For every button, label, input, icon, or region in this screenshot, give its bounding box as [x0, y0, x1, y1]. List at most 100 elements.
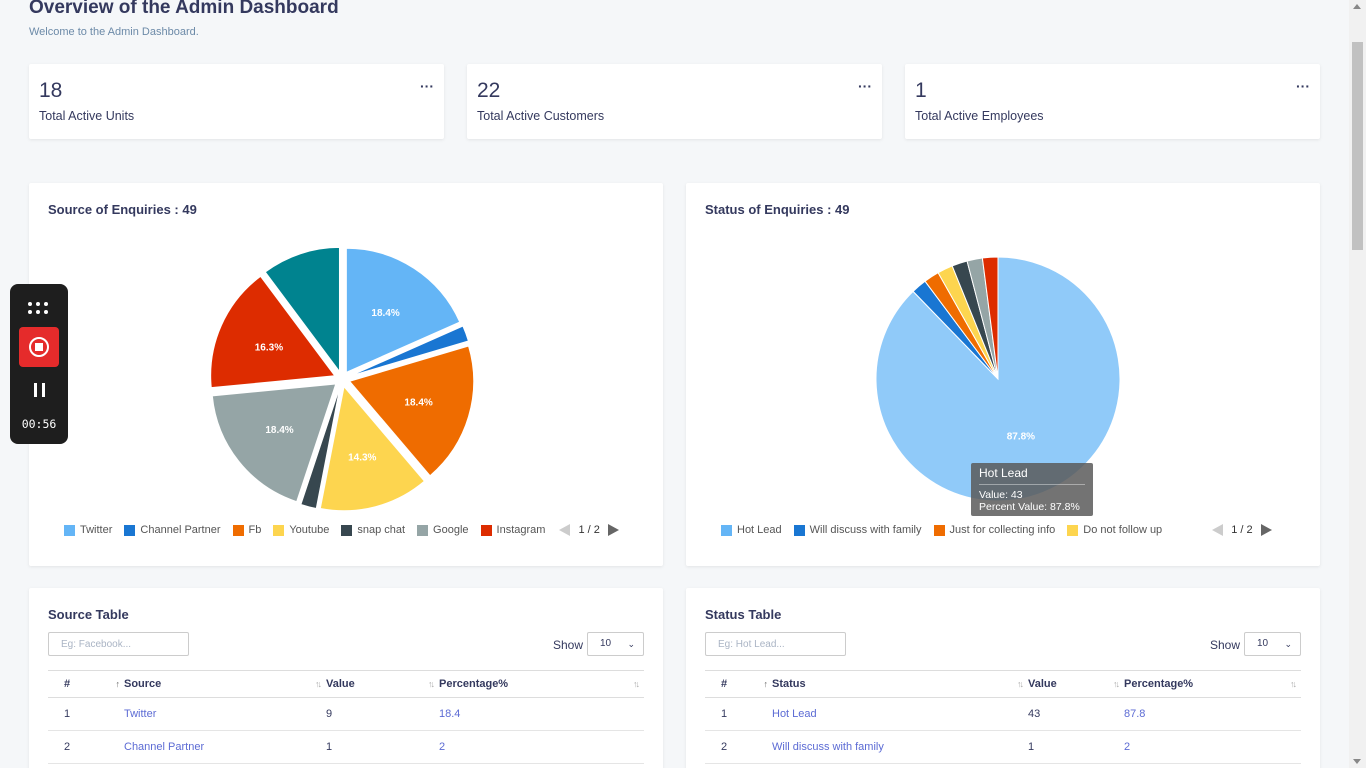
percentage-link[interactable]: 87.8	[1124, 708, 1146, 720]
legend-item-youtube[interactable]: Youtube	[273, 524, 329, 536]
cell-index: 2	[48, 730, 124, 764]
source-link[interactable]: Twitter	[124, 708, 157, 720]
scroll-up-icon[interactable]	[1353, 4, 1361, 9]
pie-slice-channel-partner[interactable]	[349, 325, 470, 377]
column-header-source[interactable]: Source ↑↓	[124, 670, 326, 698]
cell-index: 2	[705, 730, 772, 764]
pie-slice-snap-chat[interactable]	[300, 386, 341, 510]
drag-handle-icon[interactable]	[28, 302, 50, 316]
cell-value: 1	[1028, 730, 1124, 764]
pager-next-icon[interactable]	[1260, 524, 1272, 536]
legend-item-do-not-follow[interactable]: Do not follow up	[1067, 524, 1162, 536]
tooltip-value: Value: 43	[979, 489, 1023, 501]
legend-pager: 1 / 2	[559, 524, 619, 536]
pie-data-label: 18.4%	[371, 308, 399, 319]
column-header-percentage[interactable]: Percentage% ↑↓	[439, 670, 644, 698]
column-header-percentage[interactable]: Percentage% ↑↓	[1124, 670, 1301, 698]
percentage-link[interactable]: 2	[1124, 741, 1131, 753]
pager-prev-icon[interactable]	[1212, 524, 1224, 536]
sort-icon: ↑↓	[1017, 679, 1024, 689]
status-table: # ↑ Status ↑↓ Value ↑↓ Percentage% ↑↓ 1 Hot …	[705, 670, 1301, 764]
status-chart-card: Status of Enquiries : 49 87.8% Hot Lead …	[686, 183, 1320, 566]
pager-next-icon[interactable]	[607, 524, 619, 536]
percentage-link[interactable]: 18.4	[439, 708, 461, 720]
pie-slice-twitter[interactable]	[345, 247, 461, 374]
legend-item-just-collecting[interactable]: Just for collecting info	[933, 524, 1055, 536]
status-pie-chart: 87.8%	[875, 256, 1121, 502]
screen-recorder-widget: 00:56	[10, 284, 68, 444]
legend-pager: 1 / 2	[1212, 524, 1272, 536]
show-label: Show	[553, 638, 584, 652]
legend-item-twitter[interactable]: Twitter	[64, 524, 112, 536]
cell-source: Channel Partner	[124, 730, 326, 764]
show-entries-select[interactable]: 10 ⌄	[1244, 632, 1301, 656]
legend-item-google[interactable]: Google	[417, 524, 469, 536]
sort-icon: ↑↓	[633, 679, 640, 689]
status-link[interactable]: Will discuss with family	[772, 741, 884, 753]
legend-item-channel-partner[interactable]: Channel Partner	[124, 524, 221, 536]
page-title: Overview of the Admin Dashboard	[29, 0, 339, 18]
stat-card-units: 18 Total Active Units ···	[29, 64, 444, 139]
pager-prev-icon[interactable]	[559, 524, 571, 536]
pie-slice-youtube[interactable]	[319, 385, 426, 512]
percentage-link[interactable]: 2	[439, 741, 446, 753]
more-options-icon[interactable]: ···	[858, 78, 872, 94]
pie-slice-instagram[interactable]	[210, 275, 336, 389]
pie-slice-other[interactable]	[264, 246, 340, 373]
status-chart-legend: Hot Lead Will discuss with family Just f…	[721, 523, 1272, 537]
table-row: 2 Will discuss with family 1 2	[705, 730, 1301, 764]
status-table-card: Status Table Show 10 ⌄ #↑ Status↑↓ Value…	[686, 588, 1320, 768]
pie-slice-fb[interactable]	[348, 345, 475, 477]
more-options-icon[interactable]: ···	[1296, 78, 1310, 94]
cell-value: 43	[1028, 697, 1124, 731]
sort-icon: ↑	[763, 679, 768, 689]
show-entries-select[interactable]: 10 ⌄	[587, 632, 644, 656]
pause-button[interactable]	[34, 383, 46, 397]
pie-slice-google[interactable]	[211, 383, 337, 503]
recording-timer: 00:56	[21, 417, 57, 431]
column-header-value[interactable]: Value ↑↓	[1028, 670, 1124, 698]
cell-status: Hot Lead	[772, 697, 1028, 731]
legend-label: Hot Lead	[737, 524, 782, 536]
page-scrollbar[interactable]	[1349, 0, 1366, 768]
pie-data-label: 87.8%	[1007, 432, 1035, 443]
stop-recording-button[interactable]	[19, 327, 59, 367]
source-table: # ↑ Source ↑↓ Value ↑↓ Percentage% ↑↓ 1 Twit…	[48, 670, 644, 764]
legend-label: Channel Partner	[140, 524, 221, 536]
cell-value: 1	[326, 730, 439, 764]
legend-item-fb[interactable]: Fb	[232, 524, 262, 536]
cell-index: 1	[48, 697, 124, 731]
scroll-thumb[interactable]	[1352, 42, 1363, 250]
legend-item-instagram[interactable]: Instagram	[480, 524, 545, 536]
legend-item-snap-chat[interactable]: snap chat	[341, 524, 405, 536]
show-label: Show	[1210, 638, 1241, 652]
status-table-title: Status Table	[705, 607, 782, 622]
pie-slice-other-3[interactable]	[981, 256, 999, 380]
pie-data-label: 16.3%	[255, 343, 283, 354]
tooltip-percent: Percent Value: 87.8%	[979, 501, 1080, 513]
sort-icon: ↑↓	[315, 679, 322, 689]
column-header-index[interactable]: # ↑	[705, 670, 772, 698]
more-options-icon[interactable]: ···	[420, 78, 434, 94]
scroll-down-icon[interactable]	[1353, 759, 1361, 764]
status-search-input[interactable]	[705, 632, 846, 656]
legend-label: Do not follow up	[1083, 524, 1163, 536]
cell-percentage: 18.4	[439, 697, 644, 731]
source-link[interactable]: Channel Partner	[124, 741, 205, 753]
legend-label: Fb	[248, 524, 262, 536]
pie-data-label: 18.4%	[265, 425, 293, 436]
legend-label: Google	[433, 524, 469, 536]
status-link[interactable]: Hot Lead	[772, 708, 817, 720]
sort-icon: ↑↓	[1113, 679, 1120, 689]
legend-item-hot-lead[interactable]: Hot Lead	[721, 524, 782, 536]
column-header-index[interactable]: # ↑	[48, 670, 124, 698]
source-chart-title: Source of Enquiries : 49	[48, 202, 197, 217]
cell-index: 1	[705, 697, 772, 731]
column-header-value[interactable]: Value ↑↓	[326, 670, 439, 698]
column-header-status[interactable]: Status ↑↓	[772, 670, 1028, 698]
legend-item-will-discuss[interactable]: Will discuss with family	[793, 524, 922, 536]
source-table-title: Source Table	[48, 607, 129, 622]
sort-icon: ↑↓	[428, 679, 435, 689]
cell-percentage: 87.8	[1124, 697, 1301, 731]
source-search-input[interactable]	[48, 632, 189, 656]
